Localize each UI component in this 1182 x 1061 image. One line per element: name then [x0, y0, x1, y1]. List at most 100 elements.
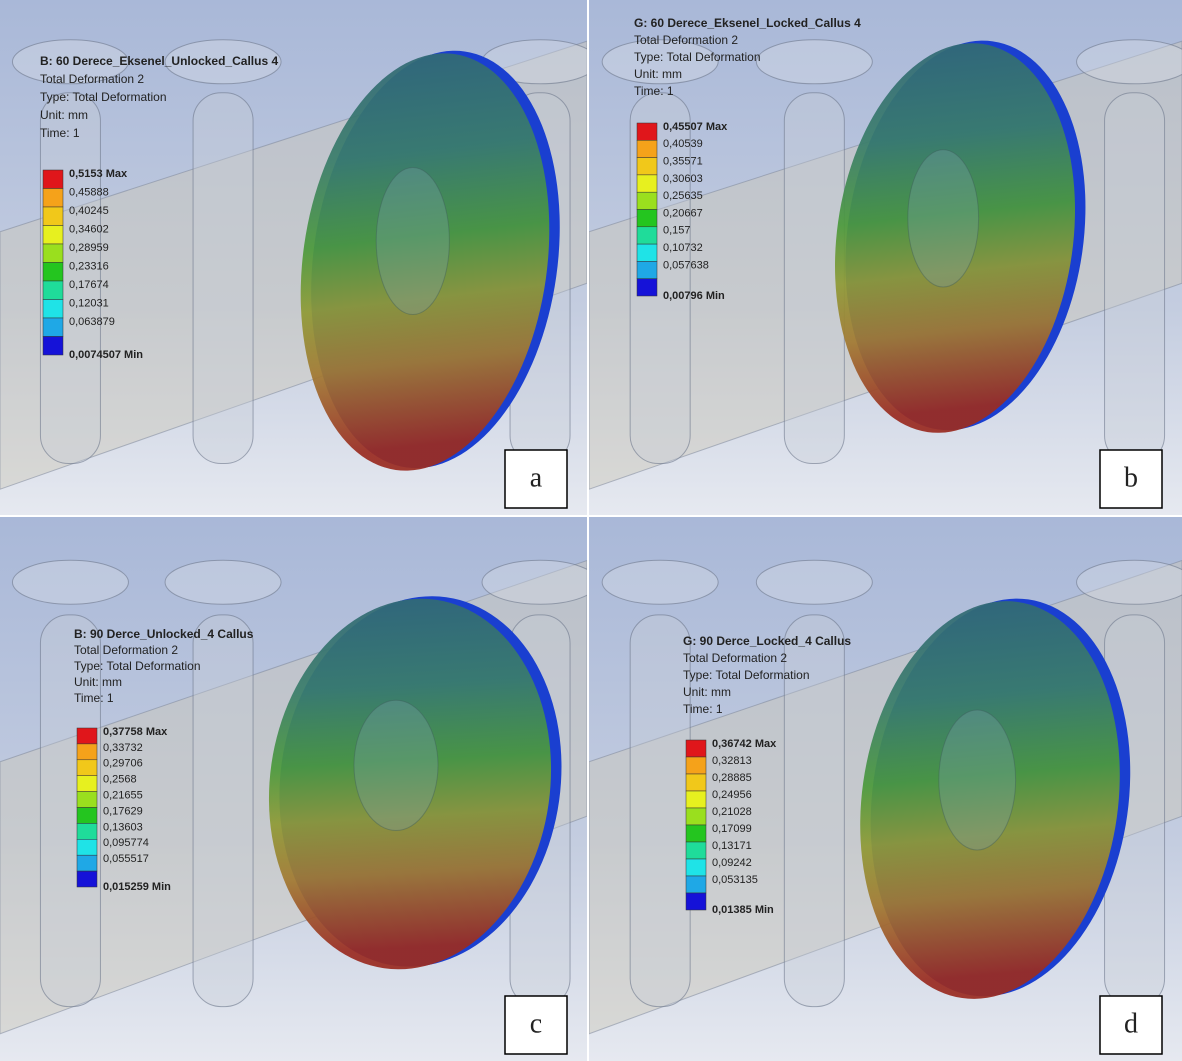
- callus: [939, 710, 1016, 850]
- scene: [589, 517, 1182, 1061]
- legend-label: 0,28885: [712, 772, 752, 784]
- legend-band: [77, 760, 97, 776]
- info-line: Time: 1: [40, 126, 80, 140]
- screw-head: [1077, 40, 1182, 84]
- legend-band: [77, 808, 97, 824]
- legend-label: 0,20667: [663, 207, 703, 219]
- legend-band: [686, 876, 706, 893]
- legend-band: [686, 859, 706, 876]
- callus: [908, 150, 979, 287]
- legend-label: 0,015259 Min: [103, 881, 171, 893]
- panel: B: 60 Derece_Eksenel_Unlocked_Callus 4To…: [0, 0, 598, 515]
- screw-head: [1077, 560, 1182, 604]
- legend-label: 0,09242: [712, 857, 752, 869]
- legend-label: 0,33732: [103, 742, 143, 754]
- legend-band: [43, 189, 63, 208]
- legend-band: [637, 140, 657, 157]
- legend-label: 0,055517: [103, 853, 149, 865]
- panel-title: B: 60 Derece_Eksenel_Unlocked_Callus 4: [40, 54, 278, 68]
- legend-band: [637, 244, 657, 261]
- legend-band: [686, 825, 706, 842]
- info-line: Time: 1: [634, 84, 674, 98]
- screw: [630, 615, 690, 1007]
- info-line: Unit: mm: [634, 67, 682, 81]
- info-line: Total Deformation 2: [74, 643, 178, 657]
- legend-label: 0,24956: [712, 789, 752, 801]
- info-line: Type: Total Deformation: [634, 50, 761, 64]
- legend-band: [77, 839, 97, 855]
- legend-band: [686, 757, 706, 774]
- panel-title: G: 90 Derce_Locked_4 Callus: [683, 634, 851, 648]
- legend-label: 0,35571: [663, 156, 703, 168]
- legend-band: [77, 728, 97, 744]
- screw-head: [602, 560, 718, 604]
- legend-label: 0,21028: [712, 806, 752, 818]
- legend-label: 0,29706: [103, 758, 143, 770]
- legend-label: 0,34602: [69, 223, 109, 235]
- legend-band: [77, 792, 97, 808]
- info-line: Time: 1: [683, 702, 723, 716]
- legend-band: [686, 808, 706, 825]
- legend-label: 0,17099: [712, 823, 752, 835]
- legend-band: [637, 192, 657, 209]
- legend-label: 0,01385 Min: [712, 904, 774, 916]
- panel-letter: d: [1124, 1008, 1138, 1039]
- panel-title: G: 60 Derece_Eksenel_Locked_Callus 4: [634, 16, 861, 30]
- legend-label: 0,095774: [103, 837, 149, 849]
- panel-letter: b: [1124, 462, 1138, 493]
- legend-label: 0,25635: [663, 190, 703, 202]
- legend-label: 0,057638: [663, 259, 709, 271]
- legend-band: [77, 871, 97, 887]
- legend-band: [686, 893, 706, 910]
- legend-band: [637, 279, 657, 296]
- legend-band: [637, 158, 657, 175]
- legend-label: 0,45507 Max: [663, 121, 728, 133]
- legend-label: 0,2568: [103, 774, 137, 786]
- panel: G: 90 Derce_Locked_4 CallusTotal Deforma…: [589, 517, 1182, 1061]
- legend-label: 0,157: [663, 225, 691, 237]
- legend-label: 0,13171: [712, 840, 752, 852]
- figure: B: 60 Derece_Eksenel_Unlocked_Callus 4 To…: [0, 0, 1182, 1061]
- info-line: Unit: mm: [74, 675, 122, 689]
- legend-band: [43, 244, 63, 263]
- legend-label: 0,17674: [69, 279, 109, 291]
- panel-letter: a: [530, 462, 543, 493]
- callus: [376, 168, 449, 315]
- legend-label: 0,00796 Min: [663, 290, 725, 302]
- legend-band: [43, 281, 63, 300]
- legend-band: [637, 123, 657, 140]
- screw: [1105, 93, 1165, 464]
- panel: G: 60 Derece_Eksenel_Locked_Callus 4Tota…: [589, 0, 1182, 515]
- screw-head: [756, 560, 872, 604]
- legend-label: 0,40245: [69, 205, 109, 217]
- screw: [193, 615, 253, 1007]
- screw-head: [165, 560, 281, 604]
- legend-band: [686, 774, 706, 791]
- legend-band: [77, 855, 97, 871]
- legend-band: [43, 263, 63, 282]
- legend-band: [77, 776, 97, 792]
- legend-label: 0,28959: [69, 242, 109, 254]
- info-line: Unit: mm: [40, 108, 88, 122]
- screw: [193, 93, 253, 464]
- legend-label: 0,45888: [69, 186, 109, 198]
- legend-band: [77, 823, 97, 839]
- legend-band: [637, 261, 657, 278]
- legend-band: [686, 740, 706, 757]
- legend-label: 0,17629: [103, 805, 143, 817]
- legend-label: 0,32813: [712, 755, 752, 767]
- legend-label: 0,21655: [103, 790, 143, 802]
- info-line: Type: Total Deformation: [683, 668, 810, 682]
- legend-label: 0,23316: [69, 260, 109, 272]
- callus: [354, 700, 438, 830]
- screw-head: [756, 40, 872, 84]
- legend-band: [43, 170, 63, 189]
- panel-letter: c: [530, 1008, 542, 1039]
- legend-band: [686, 842, 706, 859]
- legend-band: [43, 318, 63, 337]
- legend-label: 0,053135: [712, 874, 758, 886]
- legend-label: 0,36742 Max: [712, 738, 777, 750]
- legend-label: 0,37758 Max: [103, 726, 168, 738]
- legend-label: 0,063879: [69, 316, 115, 328]
